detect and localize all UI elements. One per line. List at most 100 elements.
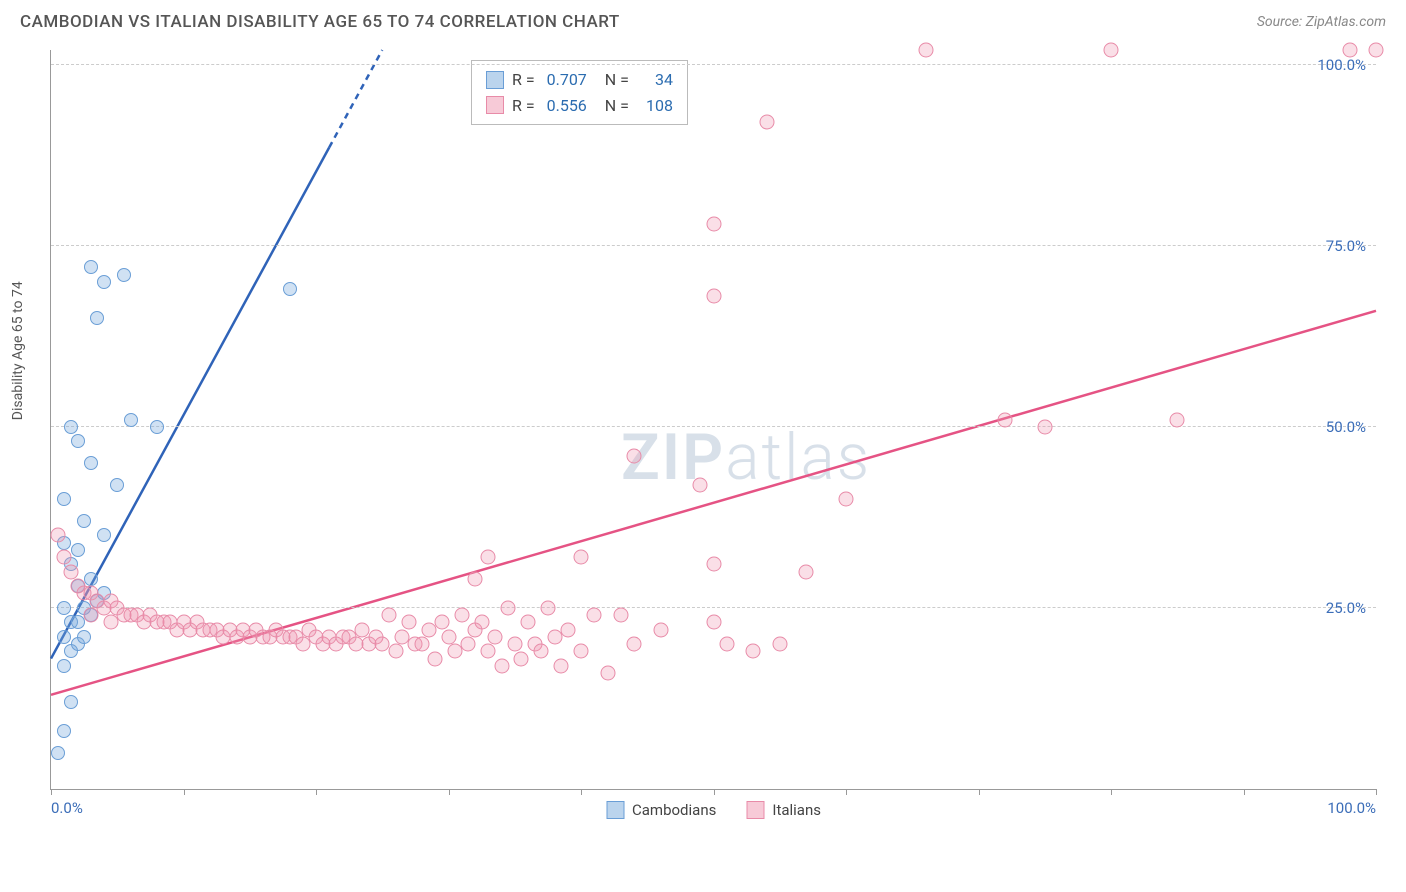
source-label: Source: (1257, 14, 1302, 30)
scatter-point (117, 268, 131, 282)
y-axis-label: Disability Age 65 to 74 (10, 281, 26, 420)
scatter-point (57, 550, 72, 565)
scatter-point (51, 746, 65, 760)
xtick-label: 0.0% (51, 799, 83, 817)
xtick (1376, 789, 1377, 795)
scatter-point (103, 615, 118, 630)
xtick (1244, 789, 1245, 795)
gridline (51, 607, 1376, 608)
xtick-label: 100.0% (1327, 799, 1376, 817)
source-name: ZipAtlas.com (1306, 14, 1386, 30)
scatter-point (474, 615, 489, 630)
scatter-point (57, 601, 71, 615)
ytick-label: 50.0% (1326, 418, 1366, 436)
scatter-point (1037, 419, 1052, 434)
xtick (846, 789, 847, 795)
scatter-point (1342, 43, 1357, 58)
scatter-point (63, 564, 78, 579)
scatter-point (1104, 43, 1119, 58)
scatter-point (600, 666, 615, 681)
scatter-point (574, 550, 589, 565)
scatter-point (71, 543, 85, 557)
scatter-point (83, 608, 98, 623)
scatter-point (746, 644, 761, 659)
scatter-point (918, 43, 933, 58)
scatter-point (706, 615, 721, 630)
scatter-point (534, 644, 549, 659)
series-legend: Cambodians Italians (606, 801, 821, 819)
scatter-point (57, 659, 71, 673)
scatter-point (90, 311, 104, 325)
legend-label: Cambodians (632, 801, 716, 819)
trend-line-dashed (329, 50, 382, 147)
scatter-point (124, 413, 138, 427)
scatter-point (441, 629, 456, 644)
xtick (449, 789, 450, 795)
scatter-point (283, 282, 297, 296)
scatter-point (461, 637, 476, 652)
scatter-point (415, 637, 430, 652)
scatter-point (998, 412, 1013, 427)
scatter-point (150, 420, 164, 434)
scatter-point (97, 528, 111, 542)
legend-swatch-pink (746, 801, 764, 819)
scatter-point (64, 420, 78, 434)
scatter-point (84, 572, 98, 586)
scatter-point (560, 622, 575, 637)
scatter-point (468, 571, 483, 586)
scatter-point (454, 608, 469, 623)
legend-label: Italians (772, 801, 821, 819)
scatter-point (706, 216, 721, 231)
scatter-point (521, 615, 536, 630)
xtick (51, 789, 52, 795)
ytick-label: 75.0% (1326, 237, 1366, 255)
scatter-point (57, 724, 71, 738)
xtick (1111, 789, 1112, 795)
scatter-point (110, 478, 124, 492)
scatter-point (487, 629, 502, 644)
scatter-point (481, 644, 496, 659)
scatter-point (799, 564, 814, 579)
scatter-point (64, 695, 78, 709)
gridline (51, 64, 1376, 65)
legend-item-italians: Italians (746, 801, 821, 819)
legend-swatch-blue (606, 801, 624, 819)
scatter-point (57, 630, 71, 644)
chart-container: Disability Age 65 to 74 ZIPatlas R = 0.7… (20, 40, 1386, 840)
ytick-label: 100.0% (1317, 56, 1366, 74)
scatter-point (653, 622, 668, 637)
xtick (714, 789, 715, 795)
scatter-point (481, 550, 496, 565)
scatter-point (97, 275, 111, 289)
xtick (979, 789, 980, 795)
legend-item-cambodians: Cambodians (606, 801, 716, 819)
scatter-point (627, 448, 642, 463)
scatter-point (719, 637, 734, 652)
scatter-point (1170, 412, 1185, 427)
scatter-point (706, 289, 721, 304)
xtick (316, 789, 317, 795)
scatter-point (57, 492, 71, 506)
scatter-point (434, 615, 449, 630)
scatter-point (428, 651, 443, 666)
gridline (51, 245, 1376, 246)
chart-title: CAMBODIAN VS ITALIAN DISABILITY AGE 65 T… (20, 12, 620, 32)
scatter-point (772, 637, 787, 652)
scatter-point (587, 608, 602, 623)
ytick-label: 25.0% (1326, 599, 1366, 617)
scatter-point (388, 644, 403, 659)
scatter-point (1369, 43, 1384, 58)
scatter-point (574, 644, 589, 659)
scatter-point (706, 557, 721, 572)
scatter-point (501, 600, 516, 615)
scatter-point (627, 637, 642, 652)
scatter-point (84, 456, 98, 470)
scatter-point (84, 260, 98, 274)
scatter-point (71, 434, 85, 448)
scatter-point (839, 492, 854, 507)
scatter-point (507, 637, 522, 652)
scatter-point (401, 615, 416, 630)
scatter-point (693, 477, 708, 492)
scatter-point (381, 608, 396, 623)
scatter-point (50, 528, 65, 543)
